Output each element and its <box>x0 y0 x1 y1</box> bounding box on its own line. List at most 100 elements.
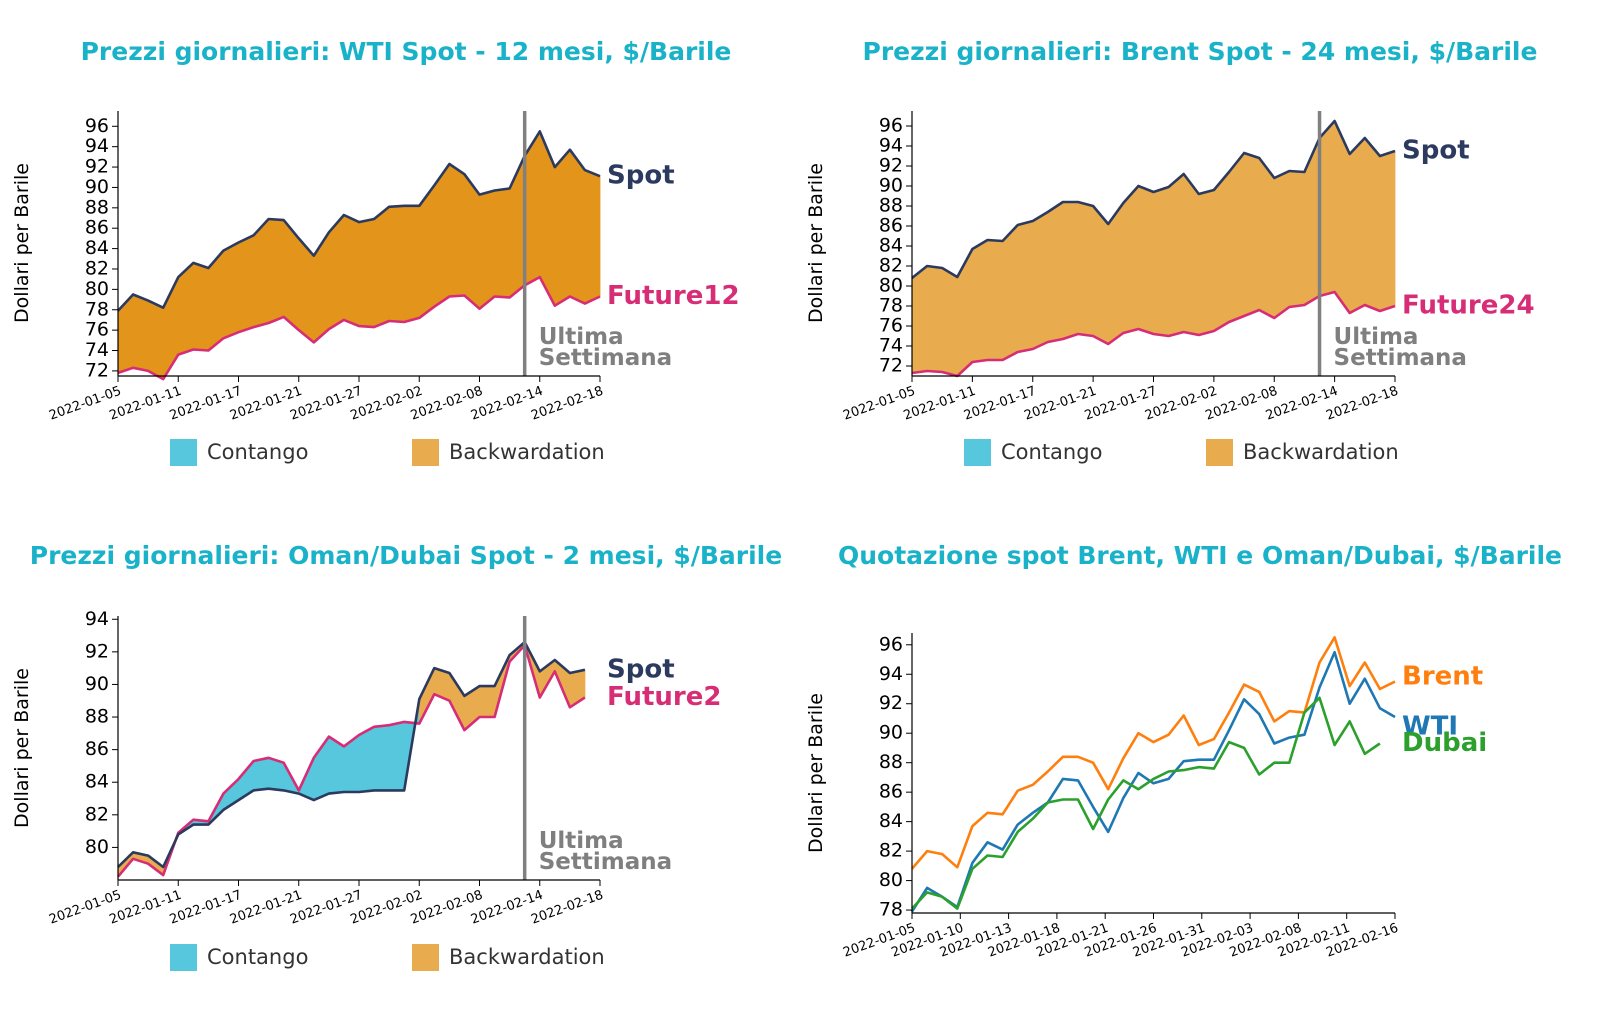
line-dubai <box>911 696 1381 910</box>
y-tick-label: 76 <box>85 319 109 341</box>
backwardation-area <box>911 265 928 374</box>
y-tick-label: 88 <box>85 706 109 728</box>
backwardation-area <box>1107 201 1124 345</box>
y-tick-label: 74 <box>85 339 109 361</box>
y-tick-label: 90 <box>879 722 903 744</box>
chart-title: Prezzi giornalieri: WTI Spot - 12 mesi, … <box>81 37 732 66</box>
backwardation-area <box>313 230 330 344</box>
backwardation-area <box>569 148 586 305</box>
spot-line <box>117 130 601 312</box>
y-tick-label: 72 <box>85 359 109 381</box>
y-tick-label: 92 <box>85 156 109 178</box>
y-tick-label: 86 <box>879 781 903 803</box>
backwardation-area <box>1213 170 1230 332</box>
y-tick-label: 92 <box>879 692 903 714</box>
y-tick-label: 88 <box>879 195 903 217</box>
chart-panel-3: Prezzi giornalieri: Oman/Dubai Spot - 2 … <box>11 541 782 971</box>
backwardation-area <box>1183 172 1200 336</box>
backwardation-area <box>1228 151 1245 323</box>
y-axis-label: Dollari per Barile <box>805 693 827 853</box>
y-tick-label: 88 <box>85 196 109 218</box>
backwardation-area <box>1198 189 1215 336</box>
backwardation-area <box>1304 137 1320 306</box>
backwardation-area <box>1047 201 1064 343</box>
y-tick-label: 78 <box>85 298 109 320</box>
backwardation-area <box>1032 211 1049 350</box>
y-tick-label: 86 <box>85 738 109 760</box>
chart-panel-4: Quotazione spot Brent, WTI e Oman/Dubai,… <box>805 541 1562 961</box>
y-tick-label: 80 <box>85 278 109 300</box>
backwardation-area <box>1017 220 1034 353</box>
backwardation-area <box>192 262 209 351</box>
y-tick-label: 96 <box>879 633 903 655</box>
backwardation-area <box>1379 150 1396 312</box>
y-tick-label: 84 <box>85 237 109 259</box>
annotation-line-2: Settimana <box>539 345 672 371</box>
series-label-spot: Spot <box>607 161 675 191</box>
legend-swatch-contango <box>170 944 197 971</box>
chart-panel-1: Prezzi giornalieri: WTI Spot - 12 mesi, … <box>11 37 740 466</box>
legend-label-contango: Contango <box>1001 440 1102 464</box>
contango-area <box>253 757 270 791</box>
series-label-brent: Brent <box>1402 662 1483 692</box>
chart-title: Prezzi giornalieri: Brent Spot - 24 mesi… <box>863 37 1538 66</box>
legend-label-backwardation: Backwardation <box>1243 440 1399 464</box>
y-tick-label: 80 <box>85 836 109 858</box>
legend-label-contango: Contango <box>207 945 308 969</box>
y-tick-label: 80 <box>879 275 903 297</box>
annotation-line-2: Settimana <box>1334 345 1467 371</box>
backwardation-area <box>388 205 405 323</box>
y-tick-label: 90 <box>879 175 903 197</box>
backwardation-area <box>403 205 420 323</box>
y-tick-label: 86 <box>85 217 109 239</box>
backwardation-area <box>584 169 601 305</box>
legend-swatch-backwardation <box>412 944 439 971</box>
backwardation-area <box>971 239 988 363</box>
backwardation-area <box>132 293 149 372</box>
backwardation-area <box>956 248 973 377</box>
backwardation-area <box>494 188 511 298</box>
y-tick-label: 96 <box>879 115 903 137</box>
backwardation-area <box>479 189 495 310</box>
legend-label-backwardation: Backwardation <box>449 440 605 464</box>
y-tick-label: 84 <box>85 771 109 793</box>
series-label-wti: WTI <box>1402 712 1458 742</box>
backwardation-area <box>268 218 285 324</box>
contango-area <box>358 726 375 793</box>
backwardation-area <box>1092 204 1109 345</box>
y-tick-label: 94 <box>879 663 903 685</box>
backwardation-area <box>1122 184 1139 334</box>
annotation-line-1: Ultima <box>1334 324 1419 350</box>
y-tick-label: 90 <box>85 176 109 198</box>
line-brent <box>911 636 1396 870</box>
backwardation-area <box>328 213 345 330</box>
backwardation-area <box>1349 136 1366 314</box>
backwardation-area <box>1002 223 1019 361</box>
backwardation-area <box>1168 173 1185 337</box>
y-tick-label: 84 <box>879 810 903 832</box>
backwardation-area <box>479 685 495 718</box>
backwardation-area <box>1062 201 1079 340</box>
y-tick-label: 90 <box>85 673 109 695</box>
y-tick-label: 78 <box>879 899 903 921</box>
backwardation-area <box>1288 170 1305 308</box>
backwardation-area <box>448 671 465 731</box>
backwardation-area <box>926 265 943 373</box>
backwardation-area <box>1364 136 1381 312</box>
annotation-line-1: Ultima <box>539 828 624 854</box>
y-tick-label: 94 <box>879 135 903 157</box>
y-axis-label: Dollari per Barile <box>11 163 33 323</box>
backwardation-area <box>147 299 164 380</box>
future-line <box>117 275 601 381</box>
backwardation-area <box>418 184 435 319</box>
line-wti <box>910 650 1396 913</box>
backwardation-area <box>117 293 134 374</box>
y-tick-label: 80 <box>879 869 903 891</box>
future-line <box>117 644 586 878</box>
y-axis-label: Dollari per Barile <box>11 668 33 828</box>
backwardation-area <box>554 148 571 307</box>
y-tick-label: 74 <box>879 335 903 357</box>
y-tick-label: 82 <box>85 257 109 279</box>
annotation-line-2: Settimana <box>539 849 672 875</box>
